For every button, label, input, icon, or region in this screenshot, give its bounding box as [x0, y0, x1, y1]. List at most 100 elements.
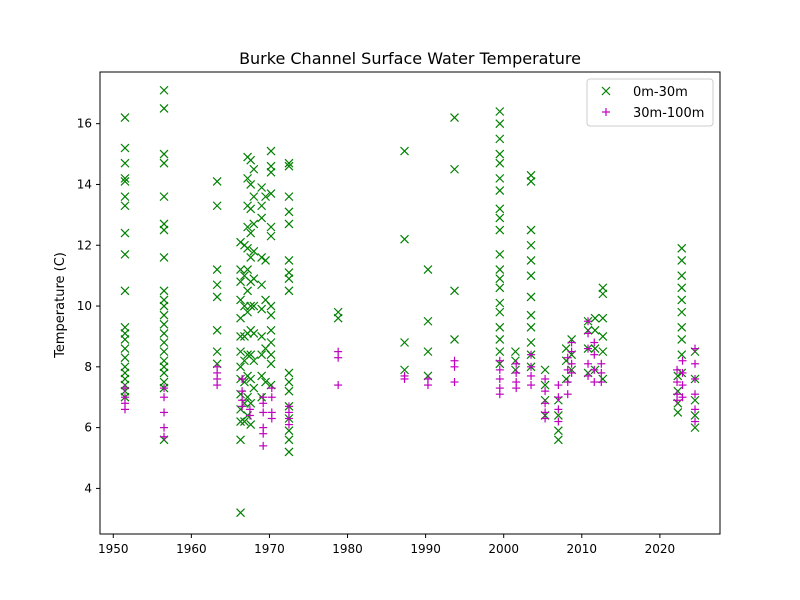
- point-30-100m: [238, 402, 247, 411]
- point-0-30m: [212, 292, 222, 302]
- y-tick-label: 14: [77, 177, 92, 191]
- point-30-100m: [678, 393, 687, 402]
- point-0-30m: [159, 85, 169, 95]
- point-0-30m: [677, 350, 687, 360]
- point-0-30m: [495, 283, 505, 293]
- point-0-30m: [690, 423, 700, 433]
- point-0-30m: [236, 332, 245, 341]
- point-30-100m: [678, 381, 687, 390]
- point-0-30m: [159, 310, 169, 320]
- point-0-30m: [526, 240, 536, 250]
- point-0-30m: [249, 274, 259, 284]
- point-30-100m: [673, 396, 682, 405]
- point-0-30m: [212, 201, 222, 211]
- point-30-100m: [563, 353, 572, 362]
- point-0-30m: [159, 328, 169, 338]
- point-0-30m: [553, 411, 563, 420]
- point-0-30m: [159, 149, 169, 159]
- point-0-30m: [261, 377, 270, 387]
- point-0-30m: [243, 173, 253, 183]
- point-0-30m: [266, 189, 276, 199]
- point-30-100m: [259, 399, 268, 408]
- point-0-30m: [159, 252, 169, 262]
- point-0-30m: [159, 192, 169, 202]
- point-0-30m: [212, 325, 222, 335]
- point-30-100m: [120, 405, 129, 414]
- point-0-30m: [236, 508, 245, 518]
- point-30-100m: [527, 381, 536, 390]
- x-tick-label: 1970: [254, 542, 285, 556]
- point-0-30m: [400, 146, 409, 156]
- point-30-100m: [554, 405, 563, 414]
- point-30-100m: [160, 393, 169, 402]
- point-30-100m: [541, 399, 550, 408]
- point-0-30m: [540, 380, 550, 390]
- point-0-30m: [526, 256, 536, 265]
- point-30-100m: [267, 414, 276, 423]
- point-30-100m: [691, 405, 700, 414]
- point-30-100m: [541, 374, 550, 383]
- y-tick-label: 10: [77, 299, 92, 313]
- point-0-30m: [598, 332, 608, 341]
- point-30-100m: [120, 384, 129, 393]
- point-0-30m: [266, 350, 276, 360]
- point-0-30m: [249, 164, 259, 174]
- plot-area-frame: [99, 71, 721, 535]
- point-0-30m: [266, 301, 276, 311]
- point-30-100m: [259, 441, 268, 450]
- point-0-30m: [598, 313, 608, 323]
- point-0-30m: [120, 249, 130, 259]
- point-0-30m: [246, 374, 256, 384]
- point-30-100m: [584, 344, 593, 353]
- point-0-30m: [690, 395, 700, 405]
- point-0-30m: [284, 286, 294, 296]
- point-0-30m: [450, 113, 459, 123]
- legend-marker: [601, 86, 611, 96]
- point-30-100m: [527, 350, 536, 359]
- point-0-30m: [120, 344, 130, 354]
- point-30-100m: [554, 381, 563, 390]
- point-0-30m: [249, 301, 259, 311]
- point-0-30m: [690, 411, 700, 420]
- point-0-30m: [257, 304, 267, 314]
- point-0-30m: [246, 204, 256, 214]
- point-30-100m: [541, 414, 550, 423]
- point-30-100m: [259, 429, 268, 438]
- point-0-30m: [246, 155, 256, 165]
- point-30-100m: [541, 387, 550, 396]
- point-30-100m: [160, 408, 169, 417]
- point-30-100m: [590, 350, 599, 359]
- point-0-30m: [236, 295, 245, 305]
- point-0-30m: [236, 277, 245, 287]
- point-0-30m: [284, 207, 294, 217]
- point-0-30m: [495, 225, 505, 235]
- point-30-100m: [691, 390, 700, 399]
- point-0-30m: [450, 286, 459, 296]
- point-0-30m: [249, 246, 259, 256]
- point-0-30m: [266, 146, 276, 156]
- point-30-100m: [554, 417, 563, 426]
- point-30-100m: [213, 381, 222, 390]
- point-0-30m: [120, 286, 130, 296]
- point-0-30m: [159, 301, 169, 311]
- point-0-30m: [212, 347, 222, 357]
- point-30-100m: [527, 362, 536, 371]
- point-30-100m: [450, 362, 459, 371]
- point-30-100m: [160, 432, 169, 441]
- point-30-100m: [495, 374, 504, 383]
- point-0-30m: [677, 256, 687, 265]
- point-0-30m: [495, 173, 505, 183]
- x-tick-label: 2000: [488, 542, 519, 556]
- point-30-100m: [590, 365, 599, 374]
- point-30-100m: [584, 371, 593, 380]
- point-0-30m: [159, 347, 169, 357]
- point-0-30m: [243, 265, 253, 274]
- point-0-30m: [495, 274, 505, 284]
- point-30-100m: [554, 393, 563, 402]
- point-30-100m: [495, 390, 504, 399]
- legend-box: [586, 78, 714, 127]
- point-0-30m: [495, 134, 505, 144]
- y-axis: 4 6 8 10 12 14 16: [77, 117, 100, 495]
- point-30-100m: [267, 384, 276, 393]
